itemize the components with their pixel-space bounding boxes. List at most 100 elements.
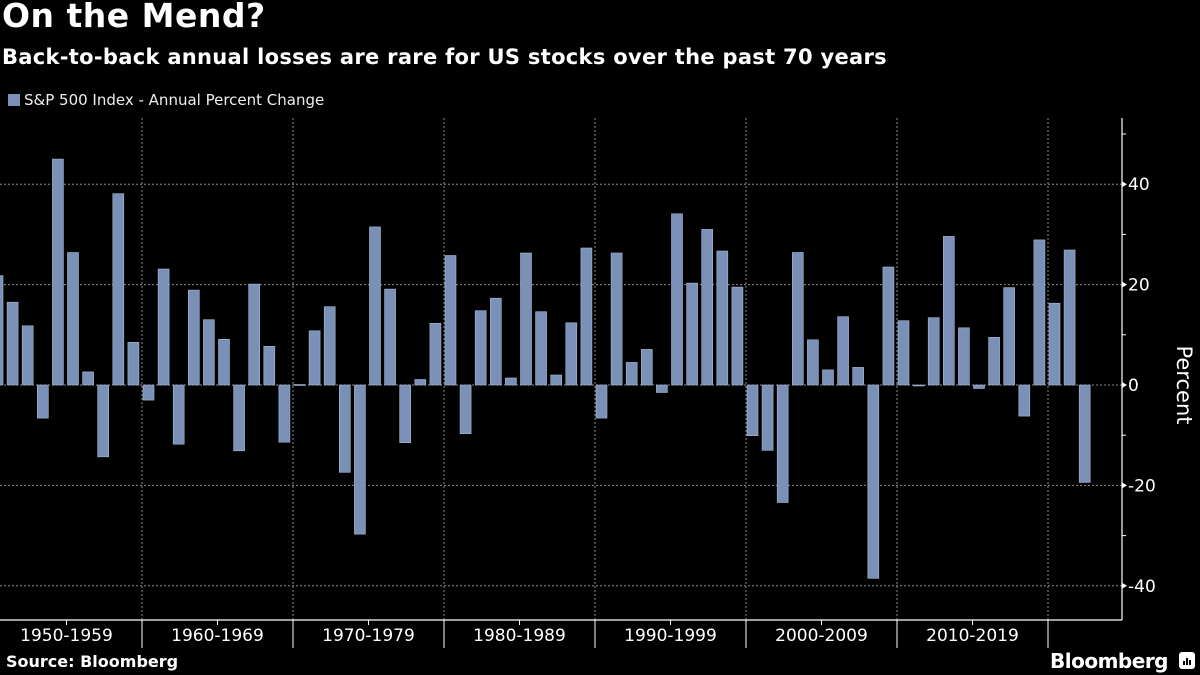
bar-1987 bbox=[550, 374, 563, 386]
bar-1967 bbox=[248, 283, 260, 386]
y-tick-marker bbox=[1122, 582, 1127, 589]
y-axis-label: Percent bbox=[1172, 345, 1196, 424]
bar-2018 bbox=[1018, 384, 1031, 417]
bar-1954 bbox=[52, 158, 64, 386]
bar-1992 bbox=[625, 362, 638, 386]
y-tick-label: -40 bbox=[1128, 577, 1156, 597]
bar-2005 bbox=[822, 369, 834, 386]
bar-2000 bbox=[746, 384, 759, 437]
bar-1999 bbox=[731, 286, 744, 386]
x-tick-label: 1950-1959 bbox=[20, 626, 113, 646]
bar-1996 bbox=[686, 282, 698, 386]
bar-2020 bbox=[1048, 302, 1061, 386]
y-tick-marker bbox=[1122, 281, 1127, 288]
bar-1963 bbox=[188, 289, 200, 386]
x-tick-label: 1970-1979 bbox=[322, 626, 415, 646]
x-tick-label: 1990-1999 bbox=[624, 626, 717, 646]
bar-2014 bbox=[958, 327, 970, 386]
bar-1972 bbox=[323, 306, 336, 386]
bar-2017 bbox=[1003, 287, 1016, 386]
chart-subtitle: Back-to-back annual losses are rare for … bbox=[2, 45, 887, 69]
bar-1976 bbox=[384, 288, 396, 386]
chart-title: On the Mend? bbox=[2, 0, 266, 35]
bar-1990 bbox=[595, 384, 608, 419]
bar-1982 bbox=[474, 310, 487, 386]
bar-2010 bbox=[897, 320, 910, 386]
bar-2006 bbox=[837, 316, 849, 386]
bar-1997 bbox=[701, 229, 714, 386]
bar-1958 bbox=[112, 193, 125, 386]
brand-logo: Bloomberg bbox=[1050, 649, 1168, 673]
x-tick-label: 2000-2009 bbox=[775, 626, 868, 646]
bar-1957 bbox=[97, 384, 109, 458]
bar-1953 bbox=[36, 384, 49, 419]
bar-1985 bbox=[520, 252, 532, 386]
bar-1970 bbox=[293, 384, 306, 386]
bar-2009 bbox=[882, 266, 895, 386]
bar-2015 bbox=[973, 384, 985, 389]
bar-1966 bbox=[233, 384, 245, 452]
bar-2022 bbox=[1078, 384, 1091, 483]
x-tick-label: 2010-2019 bbox=[926, 626, 1019, 646]
bar-2012 bbox=[927, 317, 940, 386]
legend: S&P 500 Index - Annual Percent Change bbox=[8, 91, 324, 109]
bar-2021 bbox=[1063, 249, 1076, 386]
bar-1971 bbox=[308, 330, 321, 386]
bar-1952 bbox=[21, 325, 34, 386]
bar-1965 bbox=[218, 338, 230, 386]
bar-1950 bbox=[0, 275, 4, 386]
bar-1986 bbox=[535, 311, 547, 386]
bar-1974 bbox=[354, 384, 366, 535]
bar-1961 bbox=[157, 268, 170, 386]
bars bbox=[0, 158, 1091, 579]
bar-1998 bbox=[716, 250, 729, 386]
bar-2008 bbox=[867, 384, 880, 579]
bar-1978 bbox=[414, 379, 427, 386]
bar-1981 bbox=[459, 384, 472, 435]
bar-1960 bbox=[142, 384, 155, 401]
y-tick-label: -20 bbox=[1128, 476, 1156, 496]
bar-1993 bbox=[640, 349, 653, 386]
bar-1984 bbox=[505, 377, 517, 386]
bar-1973 bbox=[338, 384, 351, 473]
y-tick-marker bbox=[1122, 382, 1127, 388]
x-tick-label: 1980-1989 bbox=[473, 626, 566, 646]
bar-1995 bbox=[671, 213, 683, 386]
bar-1980 bbox=[444, 255, 457, 386]
bar-1988 bbox=[565, 322, 578, 386]
x-tick-label: 1960-1969 bbox=[171, 626, 264, 646]
bloomberg-chart-icon bbox=[1179, 652, 1195, 669]
bar-1975 bbox=[369, 226, 381, 386]
bar-2001 bbox=[761, 384, 774, 451]
bar-1977 bbox=[399, 384, 412, 444]
bar-1969 bbox=[278, 384, 291, 443]
bar-1979 bbox=[429, 322, 442, 386]
bar-1991 bbox=[610, 252, 623, 386]
bar-2002 bbox=[776, 384, 789, 503]
bar-1968 bbox=[263, 345, 276, 386]
bar-2004 bbox=[807, 339, 819, 386]
bar-2013 bbox=[942, 236, 955, 386]
bar-2016 bbox=[988, 336, 1000, 386]
bar-2011 bbox=[912, 384, 925, 387]
bar-1951 bbox=[6, 301, 19, 386]
legend-swatch bbox=[8, 94, 20, 106]
bar-2003 bbox=[791, 252, 804, 386]
y-tick-marker bbox=[1122, 181, 1127, 188]
source-note: Source: Bloomberg bbox=[6, 652, 179, 671]
y-tick-label: 40 bbox=[1128, 175, 1150, 195]
axes: -40 -20 0 20 40 1950-1959 1960-1969 1970-1979 19… bbox=[0, 118, 1156, 648]
bar-2007 bbox=[852, 367, 865, 386]
bar-1989 bbox=[580, 247, 593, 386]
bar-1964 bbox=[203, 319, 215, 386]
y-tick-marker bbox=[1122, 482, 1127, 489]
bar-1962 bbox=[172, 384, 185, 445]
bar-2019 bbox=[1033, 239, 1046, 386]
bar-1983 bbox=[489, 297, 502, 386]
bar-1955 bbox=[67, 252, 79, 386]
bar-1959 bbox=[127, 341, 140, 386]
bar-1956 bbox=[82, 371, 94, 386]
y-tick-label: 20 bbox=[1128, 276, 1150, 296]
bar-1994 bbox=[656, 384, 668, 393]
